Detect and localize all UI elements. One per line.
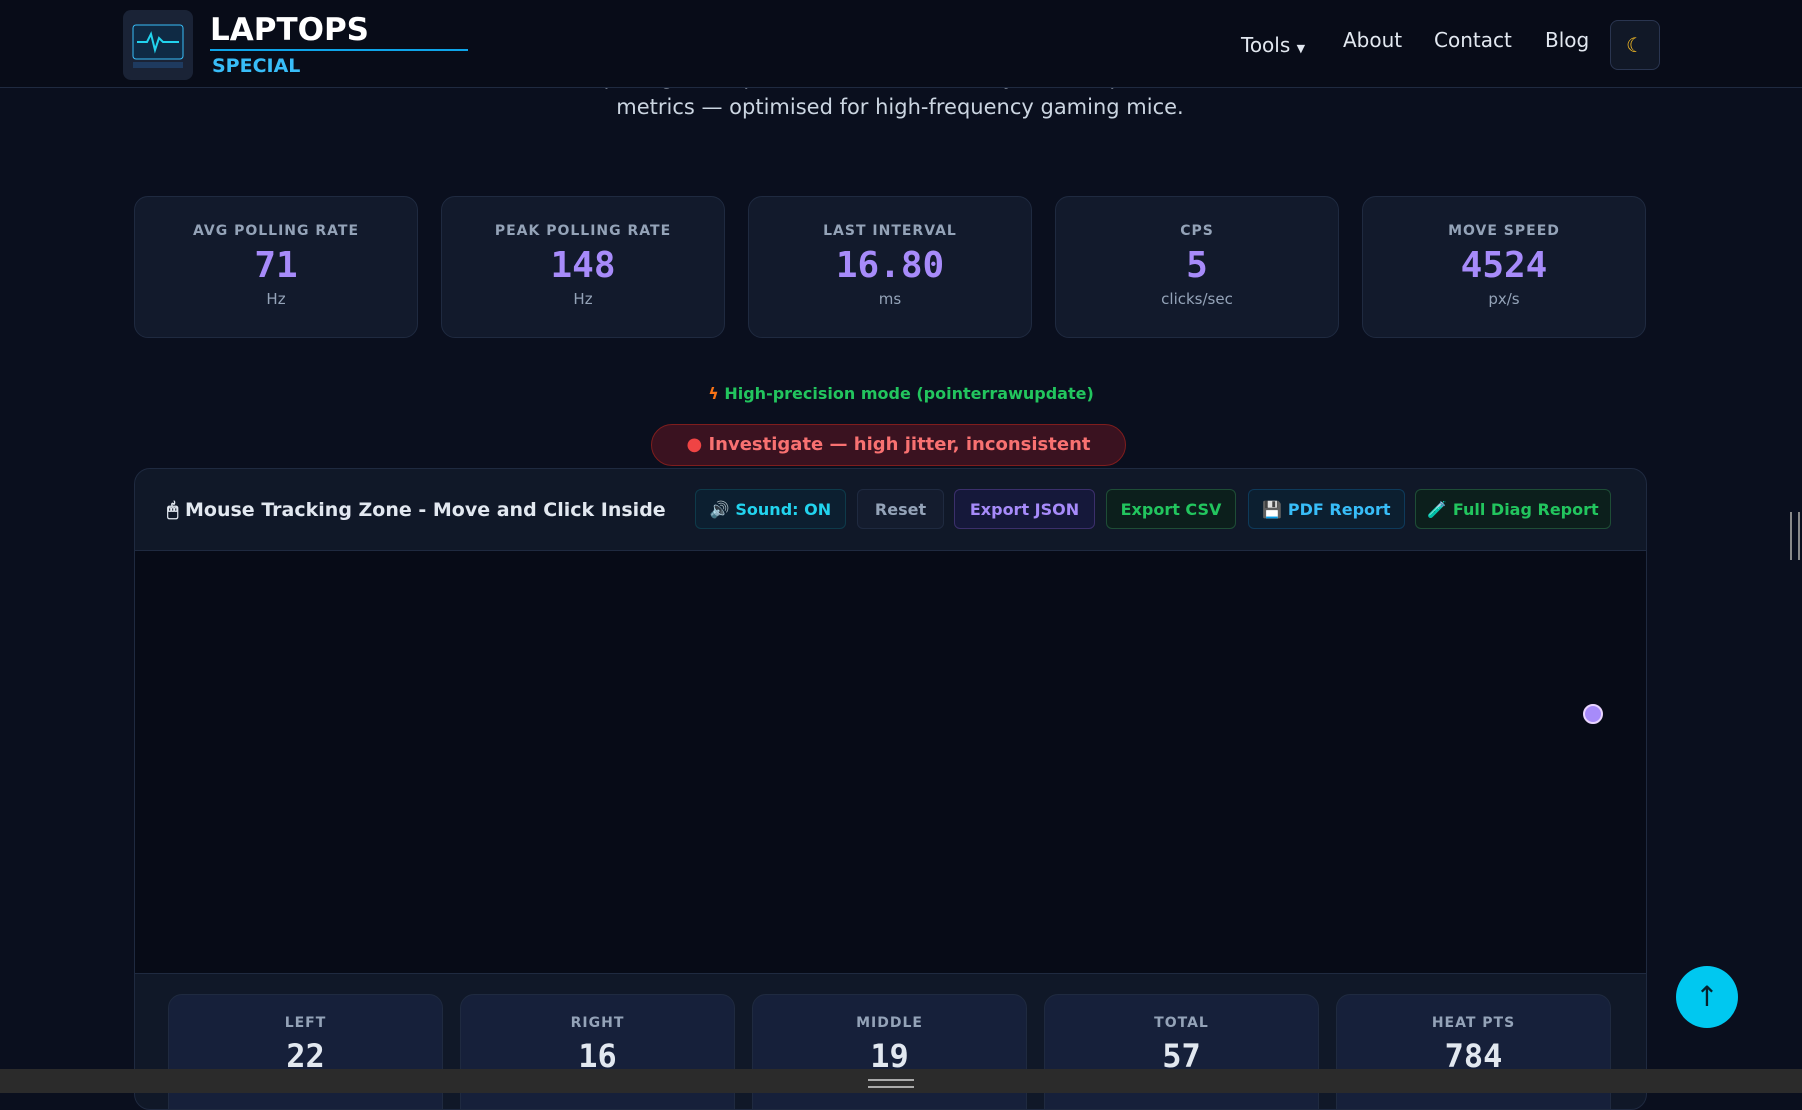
button-label[interactable]: Export JSON (969, 500, 1080, 519)
click-label: LEFT (284, 1015, 327, 1031)
scroll-top[interactable]: ↑ (1676, 966, 1738, 1028)
click-label: RIGHT (570, 1015, 625, 1031)
stat-unit: Hz (573, 290, 593, 308)
toolbar-button[interactable]: Export JSON (954, 489, 1095, 529)
toolbar-button[interactable]: 💾 PDF Report (1248, 489, 1405, 529)
click-label: MIDDLE (856, 1015, 923, 1031)
stat-value: 5 (1186, 245, 1208, 286)
click-label: TOTAL (1154, 1015, 1209, 1031)
button-label[interactable]: Sound: ON (735, 500, 832, 519)
tracking-zone[interactable] (135, 550, 1646, 974)
button-label[interactable]: Export CSV (1120, 500, 1222, 519)
button-icon[interactable]: 💾 (1262, 500, 1288, 519)
toolbar-button[interactable]: Export CSV (1106, 489, 1236, 529)
stat-label: MOVE SPEED (1448, 223, 1560, 239)
logo-svg (132, 24, 184, 68)
cursor-dot (1583, 704, 1603, 724)
stat-value: 16.80 (835, 245, 945, 286)
stat-unit: Hz (266, 290, 286, 308)
button-icon[interactable]: 🧪 (1427, 500, 1453, 519)
stat-label: AVG POLLING RATE (192, 223, 360, 239)
toolbar-button[interactable]: Reset (857, 489, 944, 529)
nav-link[interactable]: Tools (1241, 33, 1291, 57)
scrollbar-grip (1790, 512, 1800, 560)
bottom-bar (0, 1069, 1802, 1093)
click-value: 22 (286, 1037, 325, 1075)
click-value: 16 (578, 1037, 617, 1075)
stat-unit: clicks/sec (1161, 290, 1233, 308)
stat-card: MOVE SPEED 4524 px/s (1362, 196, 1646, 338)
nav-link[interactable]: Contact (1434, 28, 1512, 52)
stat-card: AVG POLLING RATE 71 Hz (134, 196, 418, 338)
mode-text: High-precision mode (pointerrawupdate) (724, 384, 1094, 403)
panel-title: 🖱 Mouse Tracking Zone - Move and Click I… (167, 499, 666, 521)
button-label[interactable]: PDF Report (1287, 500, 1391, 519)
panel-title-text: Mouse Tracking Zone - Move and Click Ins… (185, 499, 666, 521)
stat-value: 71 (254, 245, 298, 286)
click-value: 784 (1444, 1037, 1503, 1075)
button-label[interactable]: Reset (874, 500, 927, 519)
stat-value: 148 (550, 245, 616, 286)
theme-toggle[interactable]: ☾ (1610, 20, 1660, 70)
stat-unit: ms (878, 290, 902, 308)
nav-tools[interactable]: Tools ▼ (1241, 33, 1306, 57)
brand-line (210, 49, 468, 51)
click-value: 19 (870, 1037, 909, 1075)
stat-card: LAST INTERVAL 16.80 ms (748, 196, 1032, 338)
panel: 🖱 Mouse Tracking Zone - Move and Click I… (134, 468, 1647, 1110)
nav-link[interactable]: About (1343, 28, 1403, 52)
click-label: HEAT PTS (1431, 1015, 1516, 1031)
logo-icon (123, 10, 193, 80)
brand-sub: SPECIAL (212, 55, 301, 77)
button-icon[interactable]: 🔊 (709, 500, 736, 519)
header: LAPTOPS SPECIAL Tools ▼ About Contact Bl… (0, 0, 1802, 88)
brand: LAPTOPS (210, 12, 370, 48)
stat-label: PEAK POLLING RATE (494, 223, 672, 239)
stat-unit: px/s (1488, 290, 1520, 308)
button-label[interactable]: Full Diag Report (1452, 500, 1599, 519)
status-pill: ● Investigate — high jitter, inconsisten… (651, 424, 1126, 495)
stat-label: CPS (1180, 223, 1214, 239)
nav-link[interactable]: Blog (1545, 28, 1590, 52)
stat-card: CPS 5 clicks/sec (1055, 196, 1339, 338)
mode: ϟ High-precision mode (pointerrawupdate) (708, 384, 1094, 403)
toolbar-button[interactable]: 🔊 Sound: ON (695, 489, 846, 529)
stat-card: PEAK POLLING RATE 148 Hz (441, 196, 725, 338)
stat-label: LAST INTERVAL (823, 223, 957, 239)
stat-value: 4524 (1460, 245, 1548, 286)
click-value: 57 (1162, 1037, 1201, 1075)
toolbar-button[interactable]: 🧪 Full Diag Report (1415, 489, 1611, 529)
